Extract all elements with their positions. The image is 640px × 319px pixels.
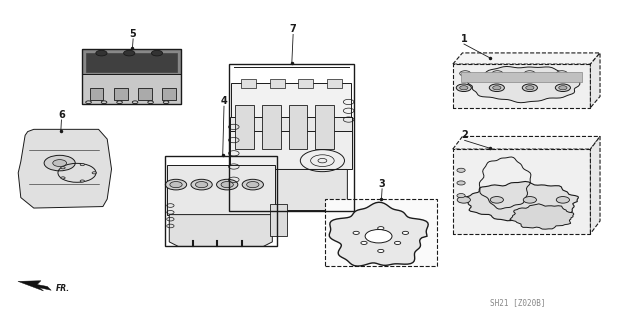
Circle shape <box>394 241 401 244</box>
Circle shape <box>52 160 67 167</box>
Text: FR.: FR. <box>56 284 70 293</box>
Circle shape <box>101 101 107 104</box>
Circle shape <box>61 167 65 169</box>
Bar <box>235 105 254 149</box>
Circle shape <box>556 84 570 92</box>
Polygon shape <box>329 202 428 266</box>
Bar <box>82 48 180 74</box>
Polygon shape <box>590 53 600 108</box>
Bar <box>231 83 351 120</box>
Text: 1: 1 <box>461 34 467 44</box>
Bar <box>241 79 256 88</box>
Circle shape <box>148 101 154 104</box>
Bar <box>298 79 314 88</box>
Circle shape <box>489 84 504 92</box>
Circle shape <box>492 71 503 76</box>
Bar <box>461 72 582 82</box>
Bar <box>82 74 180 105</box>
Bar <box>327 79 342 88</box>
Circle shape <box>460 86 468 90</box>
Circle shape <box>242 179 264 190</box>
Polygon shape <box>453 53 600 64</box>
Bar <box>262 105 280 149</box>
Polygon shape <box>453 137 600 149</box>
Circle shape <box>559 86 567 90</box>
Circle shape <box>61 177 65 179</box>
Text: 5: 5 <box>130 29 136 39</box>
Bar <box>90 88 104 100</box>
Circle shape <box>457 168 465 172</box>
Polygon shape <box>463 182 579 221</box>
Bar <box>114 88 127 100</box>
Circle shape <box>165 179 187 190</box>
Circle shape <box>457 194 465 198</box>
Circle shape <box>191 179 212 190</box>
Bar <box>316 105 334 149</box>
Circle shape <box>460 71 470 76</box>
Bar <box>167 165 275 215</box>
Circle shape <box>124 50 135 56</box>
Circle shape <box>353 231 359 234</box>
Text: 4: 4 <box>221 96 227 106</box>
Circle shape <box>365 230 392 243</box>
Circle shape <box>80 180 84 182</box>
Circle shape <box>116 101 122 104</box>
Bar <box>162 88 176 100</box>
Circle shape <box>457 197 470 203</box>
Circle shape <box>378 226 384 230</box>
Circle shape <box>163 101 169 104</box>
Circle shape <box>170 182 182 188</box>
Text: 3: 3 <box>379 179 385 189</box>
Circle shape <box>525 86 534 90</box>
Circle shape <box>524 71 535 76</box>
Circle shape <box>493 86 501 90</box>
Polygon shape <box>468 66 580 103</box>
Circle shape <box>152 50 163 56</box>
Bar <box>229 64 353 211</box>
Bar <box>138 88 152 100</box>
Circle shape <box>522 84 538 92</box>
Circle shape <box>195 182 208 188</box>
Polygon shape <box>18 129 111 208</box>
Circle shape <box>44 155 76 171</box>
Bar <box>270 204 287 235</box>
Circle shape <box>556 71 568 76</box>
Circle shape <box>403 231 408 234</box>
Circle shape <box>80 164 84 166</box>
Text: SH21 [Z020B]: SH21 [Z020B] <box>490 299 545 308</box>
Circle shape <box>246 182 259 188</box>
Circle shape <box>457 181 465 185</box>
Circle shape <box>216 179 238 190</box>
Bar <box>289 105 307 149</box>
Polygon shape <box>590 137 600 234</box>
Text: 2: 2 <box>461 130 468 140</box>
Text: 7: 7 <box>290 25 296 34</box>
Bar <box>324 199 436 266</box>
Circle shape <box>361 241 367 244</box>
Circle shape <box>221 182 234 188</box>
Bar <box>230 117 353 131</box>
Polygon shape <box>18 281 51 291</box>
Bar <box>270 79 285 88</box>
Circle shape <box>556 197 570 203</box>
Bar <box>164 156 276 246</box>
Polygon shape <box>453 64 590 108</box>
Circle shape <box>92 172 97 174</box>
Polygon shape <box>169 215 273 246</box>
Circle shape <box>524 197 536 203</box>
Bar <box>230 120 353 169</box>
Text: 6: 6 <box>58 110 65 120</box>
Polygon shape <box>453 149 590 234</box>
Circle shape <box>490 197 504 203</box>
Circle shape <box>86 101 92 104</box>
Bar <box>86 53 177 72</box>
Polygon shape <box>510 204 574 229</box>
Circle shape <box>456 84 472 92</box>
Circle shape <box>132 101 138 104</box>
Circle shape <box>378 249 384 253</box>
Bar <box>82 49 180 105</box>
Circle shape <box>96 50 107 56</box>
Polygon shape <box>235 169 348 211</box>
